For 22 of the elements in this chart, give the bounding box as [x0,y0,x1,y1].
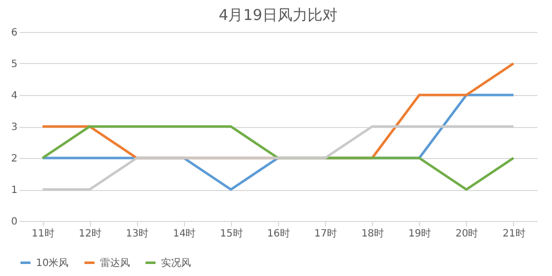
x-tick-label: 21时 [502,228,526,240]
x-tick-label: 15时 [220,228,243,240]
x-tick-label: 12时 [78,228,102,240]
y-tick-label: 5 [11,59,18,70]
x-tick-label: 17时 [314,228,337,240]
legend-label: 10米风 [36,256,69,269]
y-tick-label: 1 [11,185,18,196]
y-tick-label: 2 [11,154,18,164]
y-tick-label: 4 [11,90,18,102]
y-tick-label: 6 [11,28,18,38]
x-tick-label: 11时 [32,228,54,240]
x-tick-label: 18时 [361,228,384,240]
y-tick-label: 0 [11,216,18,228]
x-tick-label: 13时 [126,228,149,240]
x-tick-label: 16时 [267,228,290,240]
x-tick-label: 14时 [172,228,196,240]
chart-title: 4月19日风力比对 [218,6,338,24]
x-tick-label: 19时 [408,228,432,240]
x-tick-label: 20时 [455,228,478,240]
legend-label: 雷达风 [100,256,130,269]
y-tick-label: 3 [11,122,18,133]
legend-label: 实况风 [161,256,191,269]
